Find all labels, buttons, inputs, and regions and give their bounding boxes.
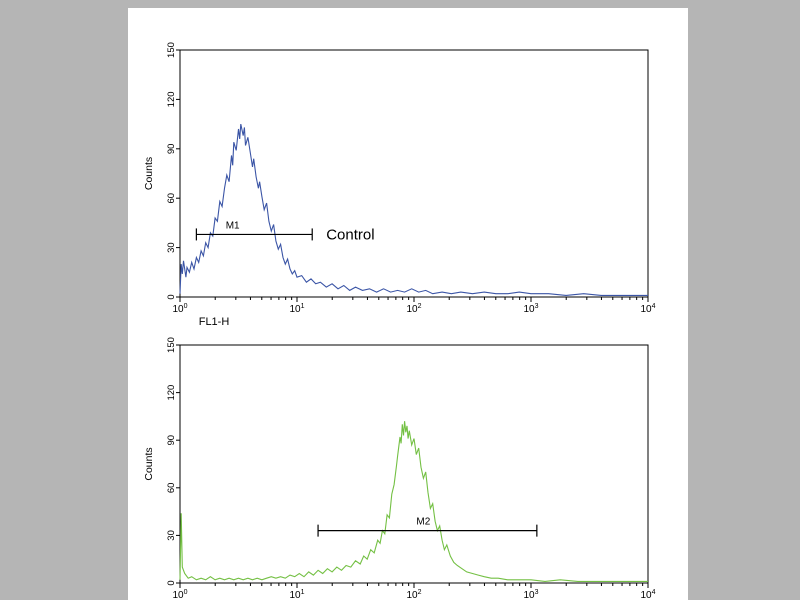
y-axis-tick-label: 60 (166, 193, 177, 204)
x-axis-tick-label: 102 (406, 589, 421, 600)
marker-label-M1: M1 (226, 220, 240, 231)
y-axis-tick-label: 120 (166, 385, 177, 401)
x-axis-tick-label: 102 (406, 303, 421, 315)
y-axis-tick-label: 30 (166, 530, 177, 541)
plot-frame (179, 344, 649, 584)
x-axis-tick-label: 100 (172, 589, 187, 600)
x-axis-tick-label: 100 (172, 303, 187, 315)
y-axis-label: Counts (143, 157, 155, 190)
sample-histogram-chart: 0 30 60 90 120 150 Counts 100 101 102 103 104 M2 (143, 337, 656, 600)
x-axis-tick-label: 104 (640, 589, 655, 600)
y-axis-tick-label: 90 (166, 144, 177, 155)
y-axis-tick-label: 0 (166, 294, 177, 299)
x-axis-tick-label: 103 (523, 303, 538, 315)
histogram-panel: 0 30 60 90 120 150 Counts 100 101 102 103 104 FL1-H M… (128, 8, 688, 600)
x-axis-tick-label: 101 (289, 589, 304, 600)
plot-frame (179, 49, 649, 298)
y-axis-label: Counts (143, 447, 155, 480)
y-axis-tick-label: 150 (166, 337, 177, 353)
x-axis-label: FL1-H (199, 316, 230, 328)
y-axis-tick-label: 0 (166, 580, 177, 585)
sample-histogram-trace (179, 421, 648, 582)
marker-label-M2: M2 (416, 517, 430, 528)
x-axis-tick-label: 103 (523, 589, 538, 600)
y-axis-tick-label: 120 (166, 91, 177, 107)
marker-annotation: Control (326, 226, 374, 243)
y-axis-tick-label: 30 (166, 242, 177, 253)
y-axis-tick-label: 60 (166, 483, 177, 494)
x-axis-tick-label: 101 (289, 303, 304, 315)
y-axis-tick-label: 90 (166, 435, 177, 446)
y-axis-tick-label: 150 (166, 42, 177, 58)
control-histogram-chart: 0 30 60 90 120 150 Counts 100 101 102 103 104 FL1-H M… (143, 42, 656, 328)
x-axis-tick-label: 104 (640, 303, 655, 315)
